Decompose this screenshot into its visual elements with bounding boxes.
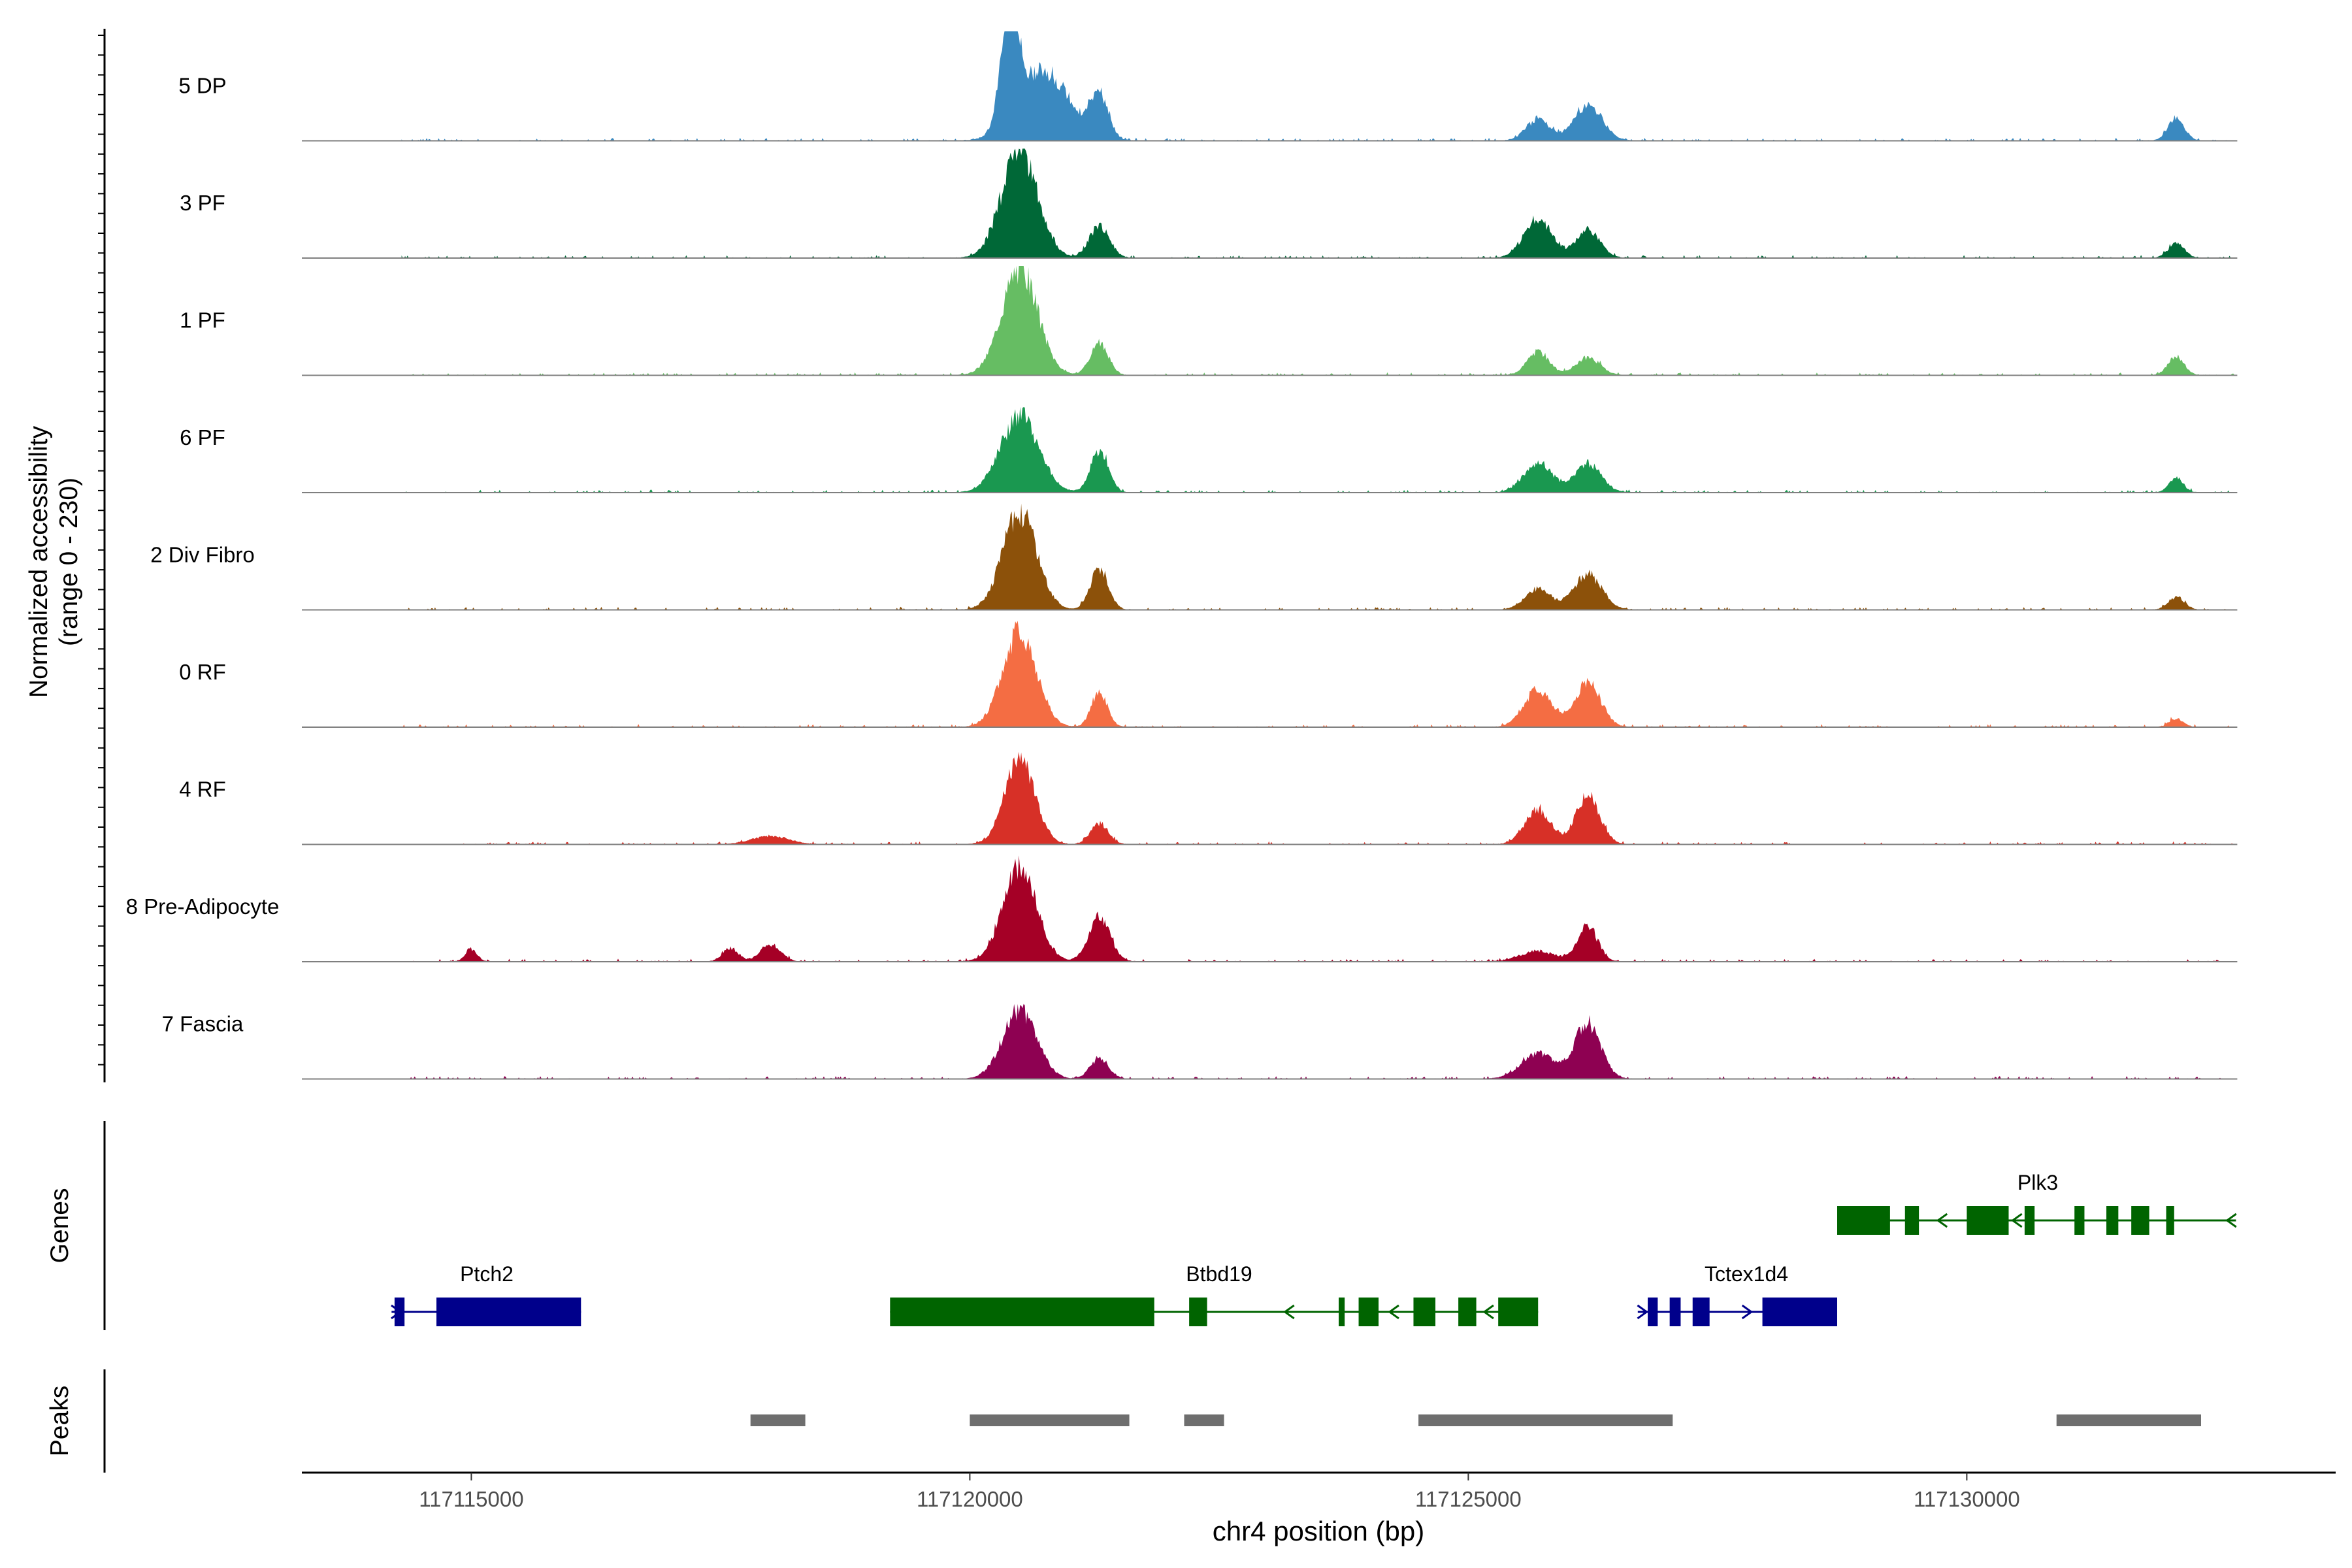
track-label: 1 PF [180, 308, 225, 333]
gene-exon [2166, 1206, 2174, 1235]
peak-regions [750, 1414, 2201, 1426]
peak-region [1184, 1414, 1224, 1426]
peak-region [2056, 1414, 2201, 1426]
coverage-y-axis [98, 29, 106, 1083]
coverage-area [401, 855, 2236, 962]
track-2-div-fibro: 2 Div Fibro [150, 503, 2238, 611]
y-axis-title-line1: Normalized accessibility [25, 425, 53, 698]
gene-exon [1762, 1298, 1838, 1326]
track-label: 5 DP [178, 74, 226, 98]
coverage-tracks: 5 DP 3 PF 1 PF 6 PF 2 Div Fibro 0 RF 4 RF 8 Pre… [126, 31, 2238, 1080]
strand-arrow [1482, 1304, 1494, 1320]
track-8-pre-adipocyte: 8 Pre-Adipocyte [126, 855, 2238, 962]
peak-region [970, 1414, 1130, 1426]
genes-panel-title: Genes [46, 1188, 74, 1264]
peak-region [750, 1414, 806, 1426]
track-4-rf: 4 RF [179, 751, 2238, 845]
track-1-pf: 1 PF [180, 266, 2238, 376]
strand-arrow [2011, 1213, 2023, 1228]
x-tick-label: 117115000 [419, 1487, 523, 1511]
track-0-rf: 0 RF [179, 621, 2238, 728]
strand-arrow [1637, 1304, 1649, 1320]
peak-region [1418, 1414, 1673, 1426]
track-label: 6 PF [180, 425, 225, 449]
track-label: 3 PF [180, 191, 225, 215]
strand-arrow [1936, 1213, 1948, 1228]
strand-arrow [1388, 1304, 1399, 1320]
track-5-dp: 5 DP [178, 31, 2238, 142]
gene-exon [1837, 1206, 1890, 1235]
gene-exon [1669, 1298, 1681, 1326]
gene-label: Btbd19 [1186, 1262, 1252, 1286]
coverage-area [401, 751, 2236, 845]
gene-exon [1692, 1298, 1710, 1326]
gene-plk3: Plk3 [1837, 1171, 2237, 1235]
gene-exon [2131, 1206, 2149, 1235]
gene-label: Ptch2 [460, 1262, 514, 1286]
gene-ptch2: Ptch2 [391, 1262, 581, 1326]
gene-exon [890, 1298, 1154, 1326]
track-label: 8 Pre-Adipocyte [126, 894, 280, 919]
strand-arrow [1741, 1304, 1754, 1320]
gene-exon [1189, 1298, 1207, 1326]
track-6-pf: 6 PF [180, 406, 2238, 493]
coverage-area [401, 266, 2236, 376]
coverage-area [401, 621, 2236, 727]
x-axis-ticks: 117115000 117120000 117125000 117130000 [419, 1473, 2020, 1511]
strand-arrow [1283, 1304, 1295, 1320]
gene-exon [1358, 1298, 1379, 1326]
gene-exon [2074, 1206, 2085, 1235]
gene-exon [1498, 1298, 1539, 1326]
y-axis-title-line2: (range 0 - 230) [55, 478, 83, 646]
strand-arrow [391, 1304, 402, 1320]
x-tick-label: 117130000 [1914, 1487, 2020, 1511]
strand-arrow [2225, 1213, 2237, 1228]
gene-exon [1458, 1298, 1477, 1326]
gene-annotations: Ptch2 Btbd19 Tctex1d4 Plk3 [391, 1171, 2237, 1326]
x-tick-label: 117120000 [917, 1487, 1023, 1511]
gene-label: Tctex1d4 [1705, 1262, 1788, 1286]
track-label: 0 RF [179, 660, 226, 684]
track-3-pf: 3 PF [180, 148, 2238, 259]
x-tick-label: 117125000 [1415, 1487, 1522, 1511]
coverage-area [401, 31, 2236, 141]
gene-exon [1967, 1206, 2009, 1235]
gene-exon [436, 1298, 581, 1326]
coverage-area [401, 1004, 2236, 1079]
track-label: 2 Div Fibro [150, 543, 255, 567]
coverage-area [401, 406, 2236, 493]
gene-exon [1904, 1206, 1919, 1235]
track-label: 4 RF [179, 777, 226, 802]
gene-exon [2106, 1206, 2119, 1235]
gene-exon [1339, 1298, 1345, 1326]
track-label: 7 Fascia [162, 1012, 244, 1036]
gene-btbd19: Btbd19 [890, 1262, 1539, 1326]
gene-exon [1648, 1298, 1658, 1326]
x-axis-title: chr4 position (bp) [1213, 1516, 1425, 1546]
coverage-area [401, 503, 2236, 610]
gene-label: Plk3 [2017, 1171, 2058, 1194]
track-7-fascia: 7 Fascia [162, 1004, 2238, 1080]
coverage-area [401, 148, 2236, 258]
gene-exon [2024, 1206, 2035, 1235]
gene-tctex1d4: Tctex1d4 [1637, 1262, 1838, 1326]
gene-exon [1413, 1298, 1436, 1326]
peaks-panel-title: Peaks [46, 1386, 74, 1456]
